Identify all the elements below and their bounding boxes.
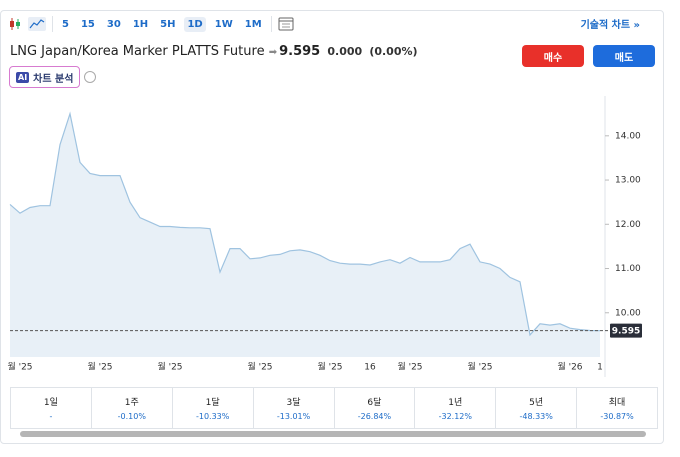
- period-label: 1년: [448, 398, 463, 408]
- interval-button[interactable]: 5H: [160, 18, 176, 30]
- interval-button[interactable]: 30: [106, 18, 121, 30]
- x-tick-label: 월 '25: [467, 361, 492, 373]
- interval-button[interactable]: 1H: [132, 18, 149, 30]
- instrument-header: LNG Japan/Korea Marker PLATTS Future ➡ 9.…: [10, 44, 418, 59]
- period-label: 최대: [608, 398, 626, 408]
- price-change-percent: (0.00%): [369, 45, 418, 58]
- area-fill: [10, 113, 600, 357]
- last-price: 9.595: [279, 44, 321, 59]
- sell-button[interactable]: 매도: [593, 45, 655, 67]
- period-change: -10.33%: [195, 412, 230, 421]
- calendar-icon[interactable]: [278, 17, 294, 31]
- price-change: 0.000: [327, 45, 363, 58]
- info-icon[interactable]: [84, 71, 96, 83]
- y-tick-label: 13.00: [615, 176, 641, 186]
- performance-cell[interactable]: 6달 -26.84%: [335, 388, 416, 428]
- interval-button[interactable]: 1D: [184, 16, 206, 32]
- ai-badge: AI: [16, 71, 30, 83]
- performance-cell[interactable]: 1년 -32.12%: [415, 388, 497, 428]
- ai-button[interactable]: AI 차트 분석: [9, 66, 81, 88]
- period-label: 6달: [367, 398, 382, 408]
- x-tick-label: 월 '25: [7, 361, 32, 373]
- y-tick-label: 12.00: [615, 220, 641, 230]
- interval-button[interactable]: 5: [62, 18, 69, 30]
- price-line: [9, 111, 601, 337]
- period-change: -: [49, 412, 53, 421]
- last-price-label: 9.595: [612, 327, 640, 337]
- period-change: -26.84%: [357, 412, 392, 421]
- x-tick-label: 월 '25: [157, 361, 182, 373]
- period-label: 3달: [286, 398, 301, 408]
- candle-icon[interactable]: [8, 17, 22, 31]
- interval-button[interactable]: 1M: [244, 18, 262, 30]
- arrow: ➡: [268, 47, 278, 58]
- performance-cell[interactable]: 1달 -10.33%: [173, 388, 254, 428]
- performance-cell[interactable]: 최대 -30.87%: [577, 388, 657, 428]
- performance-cell[interactable]: 1일 -: [11, 388, 92, 428]
- line-icon[interactable]: [28, 17, 46, 31]
- y-tick-label: 10.00: [615, 308, 641, 318]
- chart: Investing.com10.0011.0012.0013.0014.00월 …: [7, 96, 642, 377]
- x-tick-label: 월 '26: [557, 361, 582, 373]
- x-tick-label: 1: [597, 363, 603, 373]
- period-label: 1주: [124, 398, 139, 408]
- scrollbar[interactable]: [10, 430, 656, 438]
- period-change: -30.87%: [600, 412, 634, 421]
- performance-cell[interactable]: 1주 -0.10%: [92, 388, 173, 428]
- technical-chart-link[interactable]: 기술적 차트 »: [580, 20, 640, 31]
- toolbar: 5 15 30 1H 5H 1D 1W 1M: [8, 14, 294, 34]
- x-tick-label: 월 '25: [247, 361, 272, 373]
- scroll-thumb[interactable]: [20, 431, 646, 437]
- x-tick-label: 16: [364, 363, 376, 373]
- widget-frame: [0, 10, 664, 444]
- period-label: 5년: [529, 398, 544, 408]
- y-tick-label: 11.00: [615, 264, 641, 274]
- x-tick-label: 월 '25: [87, 361, 112, 373]
- ai-label: 차트 분석: [33, 73, 74, 85]
- separator: [52, 16, 53, 32]
- last-price-box: [610, 323, 642, 338]
- performance-table: 1일 - 1주 -0.10% 1달 -10.33% 3달 -13.01% 6달 -26.84% 1년…: [10, 387, 658, 429]
- y-tick-label: 14.00: [615, 131, 641, 141]
- interval-button[interactable]: 15: [80, 18, 95, 30]
- interval-button[interactable]: 1W: [214, 18, 233, 30]
- x-tick-label: 월 '25: [317, 361, 342, 373]
- period-label: 1일: [43, 398, 58, 408]
- separator: [270, 16, 272, 32]
- performance-cell[interactable]: 3달 -13.01%: [254, 388, 335, 428]
- buy-button[interactable]: 매수: [522, 45, 584, 67]
- period-change: -0.10%: [117, 412, 146, 421]
- period-change: -48.33%: [519, 412, 553, 421]
- instrument-title: LNG Japan/Korea Marker PLATTS Future: [10, 44, 265, 59]
- period-change: -32.12%: [438, 412, 472, 421]
- period-change: -13.01%: [276, 412, 311, 421]
- x-tick-label: 월 '25: [397, 361, 422, 373]
- performance-cell[interactable]: 5년 -48.33%: [496, 388, 578, 428]
- period-label: 1달: [205, 398, 220, 408]
